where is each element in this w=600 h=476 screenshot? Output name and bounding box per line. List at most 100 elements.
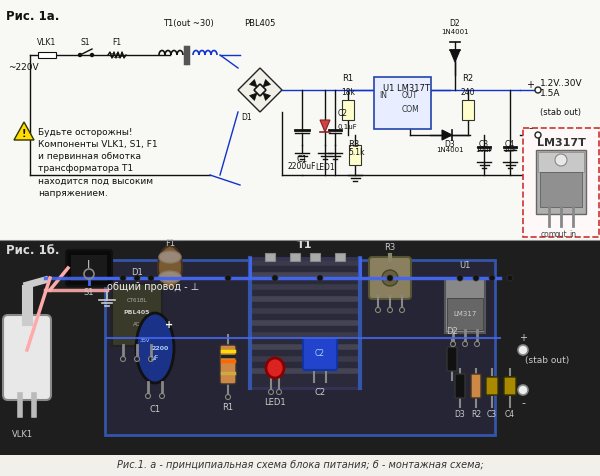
- Polygon shape: [263, 93, 271, 100]
- FancyBboxPatch shape: [523, 128, 599, 237]
- Text: OUT: OUT: [402, 90, 418, 99]
- Ellipse shape: [159, 251, 181, 263]
- Text: F1: F1: [165, 239, 175, 248]
- Text: CT61BL: CT61BL: [127, 298, 148, 303]
- FancyBboxPatch shape: [3, 315, 51, 400]
- Ellipse shape: [158, 246, 182, 288]
- Circle shape: [518, 345, 528, 355]
- Polygon shape: [263, 79, 271, 87]
- Circle shape: [475, 341, 479, 347]
- Text: S1: S1: [84, 288, 94, 297]
- Text: +: +: [165, 320, 173, 330]
- Circle shape: [79, 53, 82, 57]
- Text: 35v: 35v: [140, 337, 150, 343]
- Bar: [265, 253, 275, 261]
- Text: 2200: 2200: [151, 346, 169, 350]
- Text: D1: D1: [131, 268, 143, 277]
- Ellipse shape: [159, 271, 181, 283]
- Circle shape: [463, 341, 467, 347]
- Text: C2: C2: [314, 388, 326, 397]
- Text: R2: R2: [463, 74, 473, 83]
- FancyBboxPatch shape: [66, 250, 112, 286]
- Text: µF: µF: [151, 355, 159, 361]
- Circle shape: [121, 357, 125, 361]
- Polygon shape: [250, 79, 257, 87]
- Text: D2: D2: [449, 19, 460, 28]
- Circle shape: [160, 394, 164, 398]
- Text: com: com: [541, 230, 557, 239]
- Text: D2: D2: [446, 327, 458, 336]
- Circle shape: [149, 357, 154, 361]
- Text: R3: R3: [348, 140, 359, 149]
- Text: C4: C4: [505, 410, 515, 419]
- Bar: [335, 253, 345, 261]
- Bar: [462, 100, 474, 120]
- Bar: [447, 298, 483, 330]
- Polygon shape: [320, 120, 330, 132]
- FancyBboxPatch shape: [455, 374, 465, 398]
- Circle shape: [226, 395, 230, 399]
- Text: S1: S1: [80, 38, 90, 47]
- Text: 2200uF: 2200uF: [288, 162, 316, 171]
- Text: in: in: [569, 230, 577, 239]
- Text: D3: D3: [455, 410, 466, 419]
- Bar: [0, 0, 600, 240]
- Circle shape: [555, 154, 567, 166]
- Circle shape: [91, 53, 94, 57]
- Text: 1uF: 1uF: [503, 147, 517, 153]
- Text: R2: R2: [471, 410, 481, 419]
- Text: U1 LM317T: U1 LM317T: [383, 84, 430, 93]
- Ellipse shape: [136, 313, 174, 383]
- Text: F1: F1: [112, 38, 122, 47]
- Circle shape: [400, 307, 404, 313]
- FancyBboxPatch shape: [540, 172, 582, 207]
- FancyBboxPatch shape: [220, 345, 236, 384]
- Text: D3: D3: [445, 140, 455, 149]
- Polygon shape: [442, 130, 452, 140]
- FancyBboxPatch shape: [471, 374, 481, 398]
- Circle shape: [269, 389, 274, 395]
- Bar: [310, 253, 320, 261]
- Circle shape: [376, 307, 380, 313]
- FancyBboxPatch shape: [112, 284, 162, 346]
- Text: C3: C3: [487, 410, 497, 419]
- Text: 1N4001: 1N4001: [441, 29, 469, 35]
- Circle shape: [225, 275, 231, 281]
- Text: -: -: [528, 123, 532, 133]
- Text: LED1: LED1: [264, 398, 286, 407]
- Text: C3: C3: [479, 140, 489, 149]
- Text: R1: R1: [223, 403, 233, 412]
- Circle shape: [473, 275, 479, 281]
- Text: (stab out): (stab out): [525, 356, 569, 365]
- Text: Рис. 1а.: Рис. 1а.: [6, 10, 59, 23]
- Bar: [342, 100, 354, 120]
- FancyBboxPatch shape: [303, 338, 337, 370]
- Text: Рис.1. а - принципиальная схема блока питания; б - монтажная схема;: Рис.1. а - принципиальная схема блока пи…: [116, 460, 484, 470]
- FancyBboxPatch shape: [504, 377, 516, 395]
- Text: (stab out): (stab out): [540, 108, 581, 117]
- Bar: [290, 253, 300, 261]
- Text: C2: C2: [315, 349, 325, 358]
- FancyBboxPatch shape: [369, 257, 411, 299]
- Circle shape: [120, 275, 126, 281]
- Text: PBL405: PBL405: [124, 310, 150, 316]
- Circle shape: [507, 275, 513, 281]
- Circle shape: [272, 275, 278, 281]
- Text: 0.5A: 0.5A: [109, 53, 125, 59]
- Text: общий провод - ⊥: общий провод - ⊥: [107, 282, 199, 292]
- Text: U1: U1: [460, 261, 470, 270]
- Text: VLK1: VLK1: [11, 430, 32, 439]
- Text: !: !: [22, 129, 26, 139]
- Circle shape: [518, 385, 528, 395]
- Text: T1: T1: [297, 240, 313, 250]
- Text: LED1: LED1: [315, 163, 335, 172]
- Polygon shape: [250, 93, 257, 100]
- Circle shape: [382, 270, 398, 286]
- Text: IN: IN: [379, 90, 387, 99]
- Circle shape: [489, 275, 495, 281]
- Circle shape: [535, 87, 541, 93]
- Text: COM: COM: [401, 106, 419, 115]
- Circle shape: [387, 275, 393, 281]
- FancyBboxPatch shape: [447, 347, 457, 371]
- Text: 1.5A: 1.5A: [540, 89, 560, 98]
